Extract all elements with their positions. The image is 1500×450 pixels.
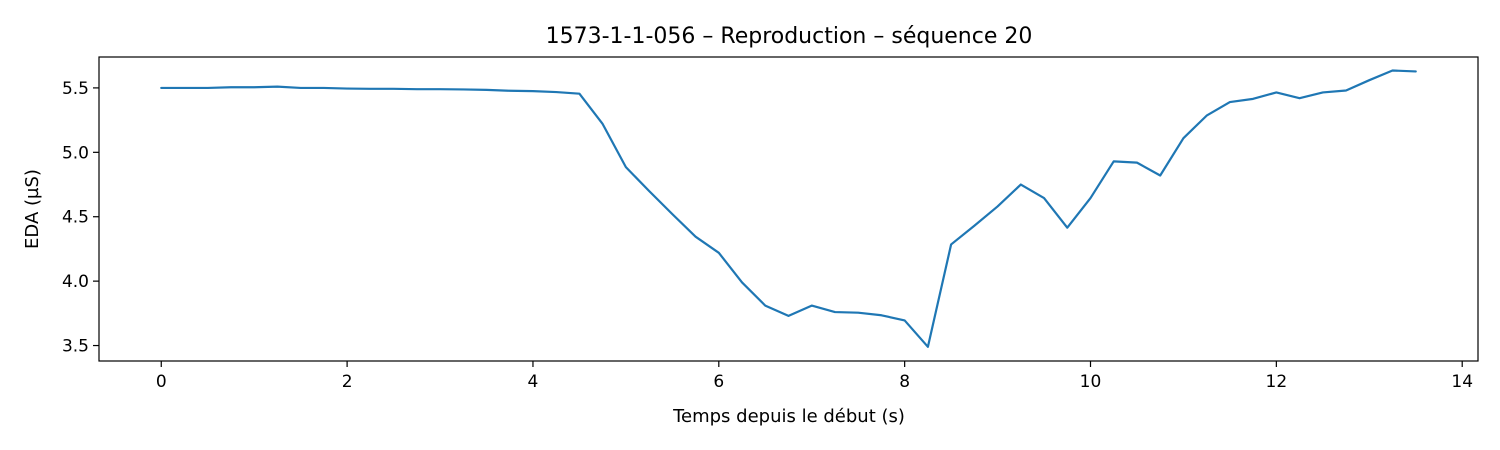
eda-series-line [160, 69, 1417, 348]
x-tick-label: 6 [713, 372, 724, 392]
x-tick-label: 4 [528, 372, 539, 392]
x-tick-label: 2 [342, 372, 353, 392]
x-tick-label: 0 [156, 372, 167, 392]
x-tick-label: 14 [1451, 372, 1473, 392]
y-axis-label: EDA (µS) [22, 169, 43, 249]
x-tick-label: 12 [1266, 372, 1288, 392]
x-axis-label: Temps depuis le début (s) [672, 406, 905, 427]
y-tick-label: 5.5 [62, 79, 89, 99]
y-tick-label: 3.5 [62, 337, 89, 357]
chart-title: 1573-1-1-056 – Reproduction – séquence 2… [546, 24, 1033, 49]
x-tick-label: 8 [899, 372, 910, 392]
x-axis: 0 2 4 6 8 10 12 14 [156, 361, 1473, 392]
y-tick-label: 4.5 [62, 208, 89, 228]
y-tick-label: 5.0 [62, 143, 89, 163]
y-axis: 3.5 4.0 4.5 5.0 5.5 [62, 79, 99, 357]
plot-frame [98, 56, 1479, 362]
plot-area [160, 69, 1417, 348]
y-tick-label: 4.0 [62, 272, 89, 292]
x-tick-label: 10 [1080, 372, 1102, 392]
